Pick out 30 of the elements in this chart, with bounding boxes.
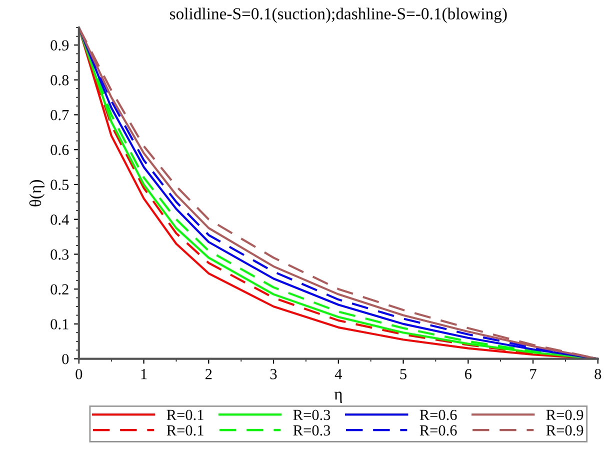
legend-label: R=0.6: [420, 425, 457, 436]
x-tick-label: 7: [530, 369, 536, 380]
legend-label: R=0.9: [546, 410, 584, 420]
y-tick-label: 0.9: [50, 40, 69, 51]
y-axis-title: θ(η): [29, 180, 45, 206]
x-tick-label: 2: [206, 369, 212, 380]
y-tick-label: 0.1: [50, 319, 68, 330]
x-tick-label: 6: [464, 369, 472, 380]
legend-label: R=0.3: [293, 425, 330, 436]
x-tick-label: 4: [334, 369, 342, 380]
y-tick-label: 0.8: [50, 75, 69, 86]
legend-label: R=0.1: [166, 425, 204, 436]
chart-title: solidline-S=0.1(suction);dashline-S=-0.1(blowing): [170, 8, 507, 23]
y-tick-label: 0: [62, 354, 69, 364]
y-tick-label: 0.6: [50, 144, 69, 156]
y-tick-label: 0.2: [50, 284, 68, 295]
x-tick-label: 3: [270, 369, 277, 380]
x-tick-label: 1: [141, 369, 147, 380]
y-tick-label: 0.4: [50, 214, 69, 225]
y-tick-label: 0.5: [50, 180, 69, 190]
x-tick-label: 5: [400, 369, 406, 380]
legend-label: R=0.9: [546, 425, 584, 436]
legend-label: R=0.1: [166, 410, 204, 420]
x-axis-title: η: [334, 392, 342, 404]
legend-label: R=0.6: [420, 410, 457, 420]
legend-label: R=0.3: [293, 410, 330, 420]
y-tick-label: 0.3: [50, 249, 69, 260]
y-tick-label: 0.7: [50, 110, 69, 120]
x-tick-label: 8: [594, 368, 602, 380]
x-tick-label: 0: [76, 368, 82, 380]
